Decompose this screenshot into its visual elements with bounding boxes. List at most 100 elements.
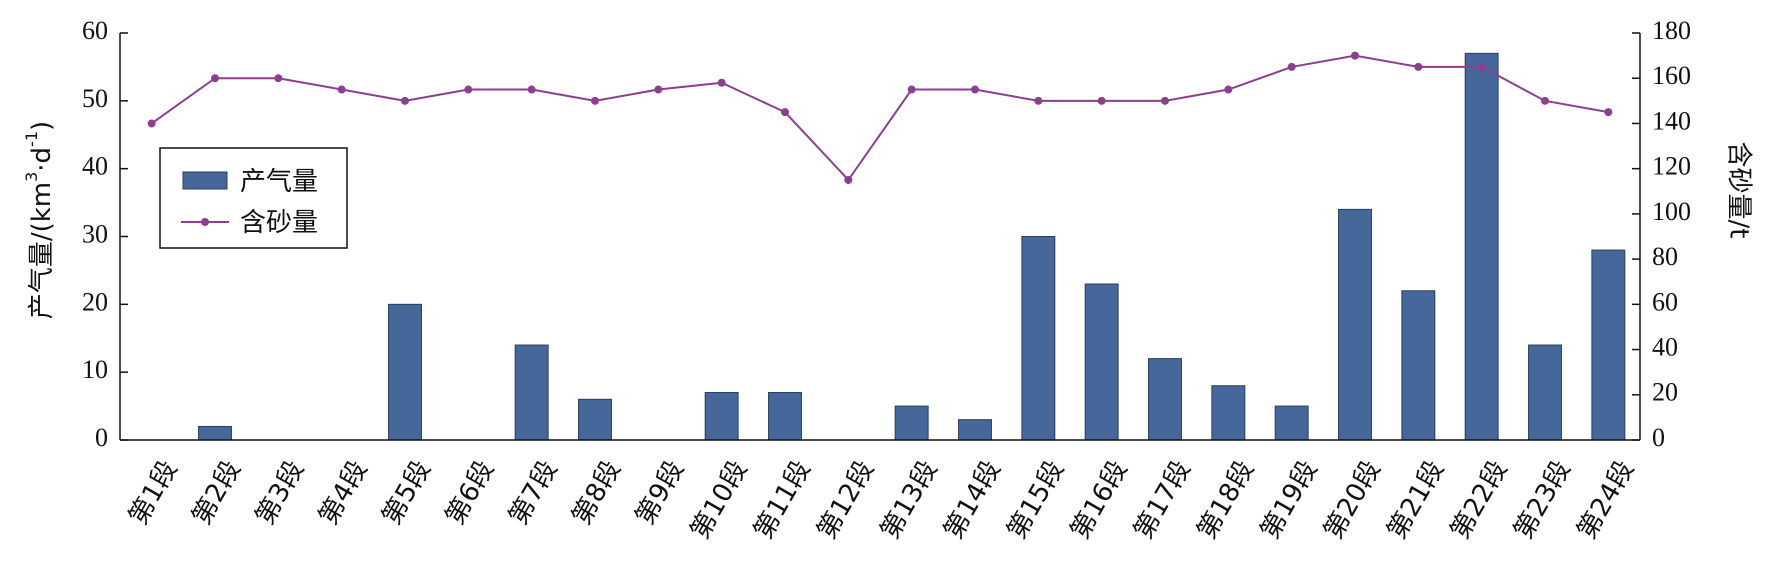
left-tick-label-10: 10 (82, 355, 108, 384)
category-label-20: 第20段 (1318, 456, 1387, 545)
category-label-23: 第23段 (1508, 456, 1577, 545)
category-label-8: 第8段 (567, 456, 627, 530)
sand-point-11 (781, 108, 789, 117)
sand-point-15 (1034, 96, 1043, 105)
right-tick-label-100: 100 (1652, 197, 1691, 226)
bar-11 (768, 392, 802, 441)
bar-13 (894, 405, 929, 441)
sand-point-9 (654, 85, 663, 94)
right-tick-label-40: 40 (1652, 333, 1678, 362)
category-label-4: 第4段 (313, 456, 373, 530)
sand-point-21 (1414, 62, 1423, 71)
bar-20 (1338, 208, 1372, 441)
category-label-12: 第12段 (812, 456, 881, 545)
right-axis-title: 含砂量/t (1724, 142, 1754, 239)
left-axis-title-mid: ·d (27, 147, 57, 172)
line-series-sand-content (147, 51, 1613, 184)
bar-22 (1464, 52, 1499, 441)
bar-15 (1021, 236, 1056, 441)
sand-point-4 (337, 85, 346, 94)
sand-point-2 (211, 74, 219, 83)
sand-point-19 (1287, 62, 1296, 71)
right-tick-label-140: 140 (1652, 106, 1691, 135)
legend-label-gas: 产气量 (240, 167, 318, 197)
sand-content-line (151, 54, 1609, 182)
category-label-19: 第19段 (1255, 456, 1324, 545)
category-label-22: 第22段 (1445, 456, 1514, 545)
left-tick-label-0: 0 (95, 423, 108, 452)
right-tick-label-160: 160 (1652, 61, 1691, 90)
category-label-10: 第10段 (685, 456, 754, 545)
bar-18 (1211, 385, 1246, 441)
bar-23 (1528, 344, 1562, 441)
sand-point-18 (1224, 85, 1233, 94)
category-label-18: 第18段 (1192, 456, 1261, 545)
bar-21 (1401, 290, 1436, 441)
sand-point-5 (401, 96, 409, 105)
right-tick-label-180: 180 (1652, 16, 1691, 45)
left-axis-title-main: 产气量/(km (27, 182, 57, 319)
bar-8 (578, 398, 612, 441)
sand-point-23 (1541, 96, 1549, 105)
bar-5 (388, 303, 422, 441)
category-label-17: 第17段 (1128, 456, 1197, 545)
right-tick-label-0: 0 (1652, 423, 1665, 452)
left-tick-label-30: 30 (82, 219, 108, 248)
category-label-5: 第5段 (377, 456, 437, 530)
right-tick-label-120: 120 (1652, 152, 1691, 181)
left-tick-label-40: 40 (82, 152, 108, 181)
sand-point-24 (1604, 108, 1613, 117)
left-axis-title-end: ) (27, 121, 57, 131)
left-axis-title-sup2: -1 (22, 131, 41, 147)
legend: 产气量 含砂量 (159, 147, 348, 249)
left-axis-title-sup1: 3 (22, 172, 41, 182)
right-tick-label-80: 80 (1652, 242, 1678, 271)
sand-point-13 (907, 85, 916, 94)
bar-17 (1148, 358, 1182, 441)
legend-swatch-marker (201, 218, 209, 226)
category-label-13: 第13段 (875, 456, 944, 545)
sand-point-6 (464, 85, 473, 94)
category-label-16: 第16段 (1065, 456, 1134, 545)
bar-16 (1084, 283, 1119, 441)
category-label-15: 第15段 (1002, 456, 1071, 545)
left-tick-label-20: 20 (82, 287, 108, 316)
sand-point-8 (591, 96, 599, 105)
bar-series-gas-production (198, 52, 1626, 441)
category-label-1: 第1段 (123, 456, 183, 530)
legend-swatch-bar (182, 171, 228, 190)
legend-label-sand: 含砂量 (240, 208, 318, 238)
bar-7 (514, 344, 549, 441)
category-label-24: 第24段 (1572, 456, 1641, 545)
bar-14 (958, 419, 992, 441)
sand-point-22 (1477, 62, 1486, 71)
right-axis-title-text: 含砂量/t (1724, 142, 1754, 239)
sand-point-7 (527, 85, 536, 94)
bar-24 (1591, 249, 1626, 441)
category-label-3: 第3段 (250, 456, 310, 530)
bar-2 (198, 425, 232, 441)
category-label-9: 第9段 (630, 456, 690, 530)
right-tick-label-60: 60 (1652, 287, 1678, 316)
sand-point-1 (147, 119, 156, 128)
category-label-14: 第14段 (938, 456, 1007, 545)
sand-point-17 (1161, 96, 1169, 105)
sand-point-12 (844, 175, 853, 184)
category-label-21: 第21段 (1382, 456, 1451, 545)
sand-point-20 (1351, 51, 1359, 60)
axes: 0 10 20 30 40 50 60 0 20 40 60 80 100 120 140 160 180 (82, 16, 1691, 452)
category-labels: 第1段 第2段 第3段 第4段 第5段 第6段 第7段 第8段 第9段第10段第11段第12段第… (123, 456, 1640, 545)
bar-19 (1274, 405, 1309, 441)
sand-point-14 (971, 85, 979, 94)
category-label-11: 第11段 (748, 456, 817, 545)
right-tick-label-20: 20 (1652, 378, 1678, 407)
legend-box (159, 147, 348, 249)
bar-10 (704, 392, 739, 441)
left-tick-label-60: 60 (82, 16, 108, 45)
svg-text:产气量/(km3·d-1): 产气量/(km3·d-1) (22, 121, 57, 319)
category-label-7: 第7段 (503, 456, 563, 530)
sand-point-16 (1097, 96, 1106, 105)
sand-point-10 (717, 78, 726, 87)
left-tick-label-50: 50 (82, 84, 108, 113)
